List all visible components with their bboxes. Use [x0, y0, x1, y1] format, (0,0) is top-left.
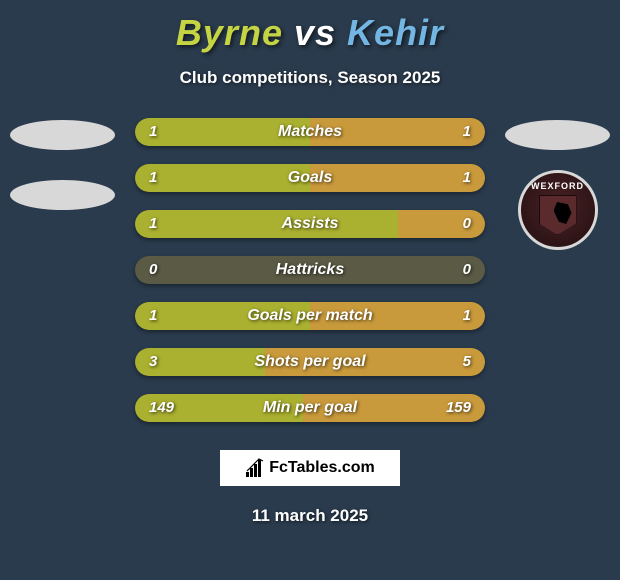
stat-row: 11Goals per match	[135, 302, 485, 330]
player2-club-badge: WEXFORD	[518, 170, 598, 250]
stat-row: 10Assists	[135, 210, 485, 238]
right-badge-column: WEXFORD	[505, 120, 610, 250]
stat-label: Assists	[135, 210, 485, 238]
stat-row: 11Matches	[135, 118, 485, 146]
stats-chart: 11Matches 11Goals 10Assists 00Hattricks 11Go…	[135, 118, 485, 422]
stat-row: 00Hattricks	[135, 256, 485, 284]
stat-label: Shots per goal	[135, 348, 485, 376]
footer-logo-text: FcTables.com	[269, 459, 375, 477]
stat-label: Goals	[135, 164, 485, 192]
page-title: Byrne vs Kehir	[0, 0, 620, 54]
club-badge-shield-icon	[539, 195, 577, 235]
stat-label: Hattricks	[135, 256, 485, 284]
stat-row: 149159Min per goal	[135, 394, 485, 422]
club-badge-text: WEXFORD	[531, 181, 584, 191]
stat-label: Matches	[135, 118, 485, 146]
stat-label: Min per goal	[135, 394, 485, 422]
title-vs: vs	[294, 12, 336, 53]
title-player1: Byrne	[176, 12, 283, 53]
player1-club-placeholder	[10, 180, 115, 210]
stat-label: Goals per match	[135, 302, 485, 330]
stat-row: 35Shots per goal	[135, 348, 485, 376]
fctables-icon	[245, 458, 265, 478]
footer-logo: FcTables.com	[220, 450, 400, 486]
player1-photo-placeholder	[10, 120, 115, 150]
title-player2: Kehir	[347, 12, 444, 53]
footer-date: 11 march 2025	[0, 506, 620, 526]
player2-photo-placeholder	[505, 120, 610, 150]
left-badge-column	[10, 120, 115, 210]
stat-row: 11Goals	[135, 164, 485, 192]
subtitle: Club competitions, Season 2025	[0, 68, 620, 88]
